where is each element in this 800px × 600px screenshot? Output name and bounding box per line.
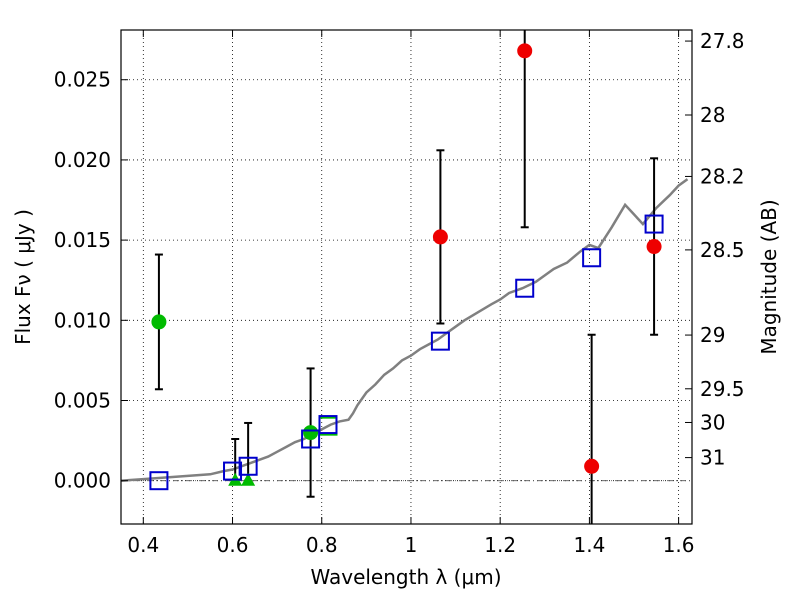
right-tick-label: 28.2 [700, 164, 745, 188]
data-markers [149, 43, 664, 491]
x-axis-label: Wavelength λ (μm) [310, 565, 501, 589]
blue-square-marker [149, 471, 169, 491]
green-circle-marker [151, 314, 167, 330]
right-tick-label: 28.5 [700, 238, 745, 262]
x-tick-label: 0.6 [217, 533, 249, 557]
blue-square-marker [318, 415, 338, 435]
red-circle-marker [432, 229, 448, 245]
x-axis-ticks: 0.4 0.6 0.8 1 1.2 1.4 1.6 [127, 30, 695, 557]
x-tick-label: 1 [405, 533, 418, 557]
plot-frame [120, 29, 693, 525]
y-tick-label: 0.005 [54, 389, 111, 413]
right-tick-label: 28 [700, 103, 725, 127]
blue-square-marker [430, 331, 450, 351]
x-tick-label: 1.4 [573, 533, 605, 557]
model-sed [120, 178, 689, 482]
x-tick-label: 0.4 [127, 533, 159, 557]
y-tick-label: 0.020 [54, 148, 111, 172]
x-tick-label: 1.6 [663, 533, 695, 557]
y-tick-label: 0.015 [54, 228, 111, 252]
y-axis-label: Flux Fν ( μJy ) [11, 209, 35, 345]
blue-square-marker [301, 429, 321, 449]
green-circle-marker [303, 425, 319, 441]
blue-square-marker [223, 461, 243, 481]
x-tick-label: 0.8 [306, 533, 338, 557]
right-tick-label: 31 [700, 446, 725, 470]
blue-square-marker [644, 214, 664, 234]
red-circle-marker [517, 43, 533, 59]
error-bars [154, 30, 659, 524]
y-tick-label: 0.010 [54, 308, 111, 332]
y-tick-label: 0.025 [54, 68, 111, 92]
blue-square-marker [582, 248, 602, 268]
right-axis-label: Magnitude (AB) [757, 199, 781, 354]
y-axis-ticks: 0.000 0.005 0.010 0.015 0.020 0.025 [54, 68, 128, 493]
right-tick-label: 29.5 [700, 377, 745, 401]
blue-square-marker [515, 278, 535, 298]
red-circle-marker [584, 458, 600, 474]
right-tick-label: 27.8 [700, 29, 745, 53]
right-axis-ticks: 27.8 28 28.2 28.5 29 29.5 30 31 [685, 29, 745, 470]
model-sed-line [120, 178, 689, 482]
right-tick-label: 29 [700, 323, 725, 347]
green-triangle-marker [241, 472, 256, 486]
grid [121, 30, 692, 524]
x-tick-label: 1.2 [484, 533, 516, 557]
y-tick-label: 0.000 [54, 469, 111, 493]
red-circle-marker [646, 239, 662, 255]
blue-square-marker [238, 456, 258, 476]
right-tick-label: 30 [700, 410, 725, 434]
